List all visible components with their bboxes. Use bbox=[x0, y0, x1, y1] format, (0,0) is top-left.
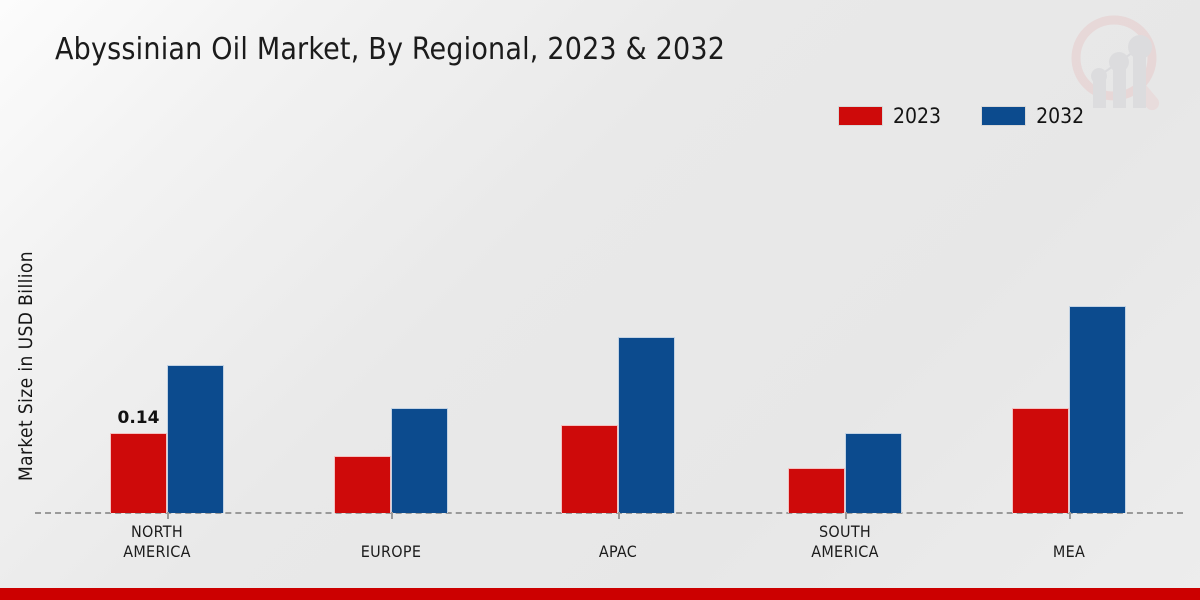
bar-2023-north-america[interactable]: 0.14 bbox=[110, 408, 167, 513]
bar-group-mea bbox=[1012, 306, 1126, 513]
x-axis-label-south-america: SOUTH AMERICA bbox=[811, 522, 879, 561]
bar-2032-south-america[interactable] bbox=[845, 433, 902, 513]
x-axis-label-mea: MEA bbox=[1052, 542, 1086, 561]
chart-legend: 2023 2032 bbox=[838, 104, 1084, 128]
x-axis-baseline bbox=[35, 512, 1183, 514]
bar-2032-north-america[interactable] bbox=[167, 365, 224, 513]
bar-group-apac bbox=[561, 337, 675, 513]
bar-2023-europe[interactable] bbox=[334, 456, 391, 513]
bottom-accent-band bbox=[0, 588, 1200, 600]
x-axis-tick-mea bbox=[1069, 512, 1071, 519]
x-axis-tick-europe bbox=[391, 512, 393, 519]
bar-value-label-north-america-2023: 0.14 bbox=[117, 408, 160, 428]
x-axis-label-europe: EUROPE bbox=[360, 542, 422, 561]
bar-group-south-america bbox=[788, 433, 902, 513]
bar-2023-south-america[interactable] bbox=[788, 468, 845, 513]
x-axis-label-north-america: NORTH AMERICA bbox=[123, 522, 191, 561]
legend-item-2023[interactable]: 2023 bbox=[838, 104, 941, 128]
bar-group-europe bbox=[334, 408, 448, 513]
x-axis-tick-north-america bbox=[167, 512, 169, 519]
bar-2032-apac[interactable] bbox=[618, 337, 675, 513]
bar-2032-europe[interactable] bbox=[391, 408, 448, 513]
x-axis-tick-south-america bbox=[845, 512, 847, 519]
x-axis-tick-apac bbox=[618, 512, 620, 519]
legend-swatch-2032 bbox=[981, 106, 1027, 126]
legend-item-2032[interactable]: 2032 bbox=[981, 104, 1084, 128]
bar-group-north-america: 0.14 bbox=[110, 365, 224, 513]
legend-label-2032: 2032 bbox=[1036, 104, 1085, 128]
bar-2032-mea[interactable] bbox=[1069, 306, 1126, 513]
bar-2023-apac[interactable] bbox=[561, 425, 618, 513]
page-title: Abyssinian Oil Market, By Regional, 2023… bbox=[55, 32, 726, 67]
x-axis-label-apac: APAC bbox=[598, 542, 638, 561]
legend-swatch-2023 bbox=[838, 106, 883, 126]
legend-label-2023: 2023 bbox=[893, 104, 942, 128]
bar-2023-mea[interactable] bbox=[1012, 408, 1069, 513]
